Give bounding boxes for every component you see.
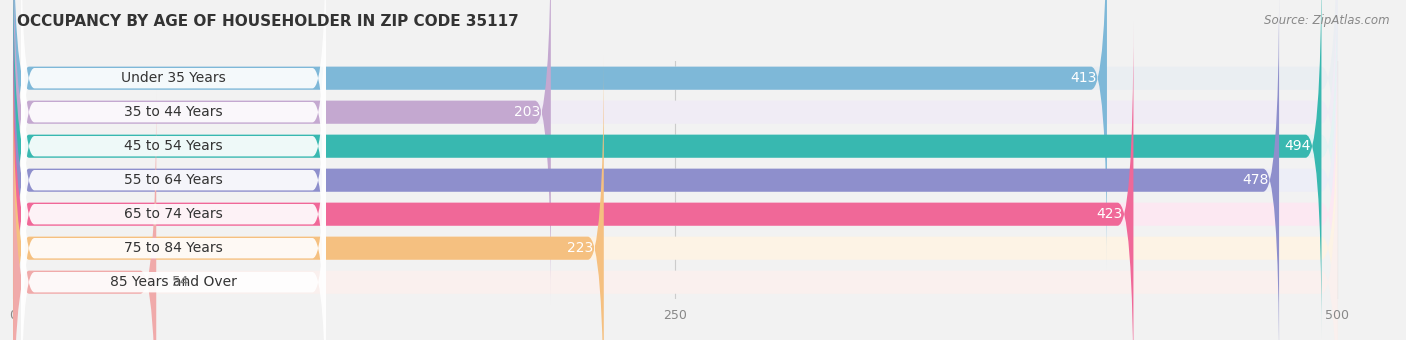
FancyBboxPatch shape	[21, 20, 326, 340]
Text: 478: 478	[1241, 173, 1268, 187]
FancyBboxPatch shape	[13, 90, 1337, 340]
Text: 45 to 54 Years: 45 to 54 Years	[124, 139, 222, 153]
Text: OCCUPANCY BY AGE OF HOUSEHOLDER IN ZIP CODE 35117: OCCUPANCY BY AGE OF HOUSEHOLDER IN ZIP C…	[17, 14, 519, 29]
Text: 55 to 64 Years: 55 to 64 Years	[124, 173, 222, 187]
Text: Source: ZipAtlas.com: Source: ZipAtlas.com	[1264, 14, 1389, 27]
FancyBboxPatch shape	[13, 22, 1337, 340]
FancyBboxPatch shape	[13, 0, 1107, 271]
Text: 35 to 44 Years: 35 to 44 Years	[124, 105, 222, 119]
Text: 423: 423	[1097, 207, 1123, 221]
Text: Under 35 Years: Under 35 Years	[121, 71, 226, 85]
FancyBboxPatch shape	[13, 90, 156, 340]
FancyBboxPatch shape	[21, 0, 326, 306]
FancyBboxPatch shape	[21, 88, 326, 340]
Text: 54: 54	[172, 275, 190, 289]
FancyBboxPatch shape	[13, 0, 551, 305]
FancyBboxPatch shape	[13, 0, 1279, 340]
FancyBboxPatch shape	[13, 22, 1133, 340]
Text: 223: 223	[567, 241, 593, 255]
FancyBboxPatch shape	[13, 0, 1337, 305]
FancyBboxPatch shape	[21, 54, 326, 340]
Text: 75 to 84 Years: 75 to 84 Years	[124, 241, 222, 255]
FancyBboxPatch shape	[13, 56, 603, 340]
FancyBboxPatch shape	[13, 0, 1337, 271]
Text: 203: 203	[515, 105, 540, 119]
Text: 85 Years and Over: 85 Years and Over	[110, 275, 236, 289]
FancyBboxPatch shape	[21, 0, 326, 272]
FancyBboxPatch shape	[13, 0, 1337, 339]
FancyBboxPatch shape	[13, 56, 1337, 340]
FancyBboxPatch shape	[21, 0, 326, 238]
FancyBboxPatch shape	[21, 122, 326, 340]
FancyBboxPatch shape	[13, 0, 1322, 339]
Text: 494: 494	[1285, 139, 1310, 153]
FancyBboxPatch shape	[13, 0, 1337, 340]
Text: 65 to 74 Years: 65 to 74 Years	[124, 207, 222, 221]
Text: 413: 413	[1070, 71, 1097, 85]
